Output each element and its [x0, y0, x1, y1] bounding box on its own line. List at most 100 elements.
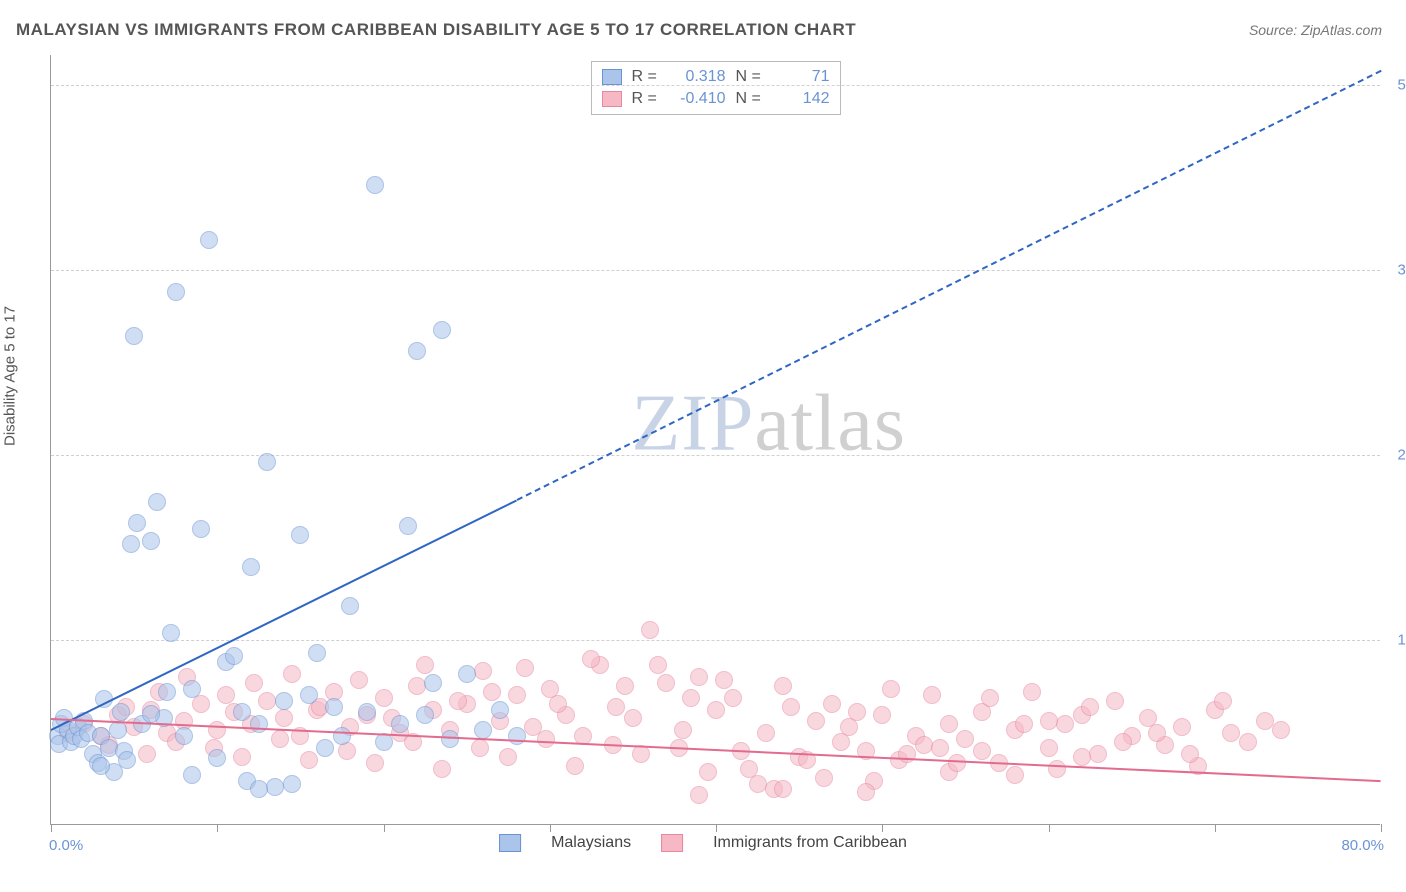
- data-point: [275, 692, 293, 710]
- data-point: [242, 558, 260, 576]
- data-point: [266, 778, 284, 796]
- swatch-caribbean: [661, 834, 683, 852]
- data-point: [923, 686, 941, 704]
- x-tick: [384, 824, 385, 832]
- data-point: [641, 621, 659, 639]
- data-point: [366, 176, 384, 194]
- data-point: [499, 748, 517, 766]
- data-point: [125, 327, 143, 345]
- swatch-malaysians: [602, 69, 622, 85]
- scatter-plot-area: ZIPatlas R = 0.318 N = 71 R = -0.410 N =…: [50, 55, 1380, 825]
- data-point: [92, 757, 110, 775]
- data-point: [774, 780, 792, 798]
- data-point: [1081, 698, 1099, 716]
- data-point: [300, 751, 318, 769]
- data-point: [931, 739, 949, 757]
- data-point: [1048, 760, 1066, 778]
- data-point: [333, 727, 351, 745]
- data-point: [245, 674, 263, 692]
- data-point: [823, 695, 841, 713]
- legend-row-caribbean: R = -0.410 N = 142: [602, 88, 830, 110]
- data-point: [715, 671, 733, 689]
- data-point: [774, 677, 792, 695]
- data-point: [375, 689, 393, 707]
- chart-title: MALAYSIAN VS IMMIGRANTS FROM CARIBBEAN D…: [16, 20, 856, 40]
- data-point: [832, 733, 850, 751]
- data-point: [408, 342, 426, 360]
- stat-label-n: N =: [736, 88, 764, 110]
- data-point: [183, 680, 201, 698]
- series-label-malaysians: Malaysians: [551, 834, 631, 852]
- data-point: [250, 715, 268, 733]
- data-point: [433, 760, 451, 778]
- data-point: [300, 686, 318, 704]
- data-point: [283, 665, 301, 683]
- data-point: [449, 692, 467, 710]
- data-point: [848, 703, 866, 721]
- data-point: [1089, 745, 1107, 763]
- data-point: [690, 786, 708, 804]
- data-point: [258, 453, 276, 471]
- data-point: [981, 689, 999, 707]
- data-point: [1148, 724, 1166, 742]
- data-point: [208, 721, 226, 739]
- data-point: [690, 668, 708, 686]
- data-point: [471, 739, 489, 757]
- data-point: [549, 695, 567, 713]
- data-point: [699, 763, 717, 781]
- y-tick-label: 12.5%: [1397, 631, 1406, 648]
- gridline: [51, 270, 1380, 271]
- data-point: [366, 754, 384, 772]
- data-point: [1239, 733, 1257, 751]
- data-point: [1073, 748, 1091, 766]
- swatch-malaysians: [499, 834, 521, 852]
- data-point: [483, 683, 501, 701]
- data-point: [162, 624, 180, 642]
- data-point: [1015, 715, 1033, 733]
- data-point: [358, 703, 376, 721]
- data-point: [807, 712, 825, 730]
- data-point: [508, 727, 526, 745]
- y-tick-label: 50.0%: [1397, 76, 1406, 93]
- data-point: [183, 766, 201, 784]
- data-point: [1023, 683, 1041, 701]
- data-point: [148, 493, 166, 511]
- data-point: [233, 703, 251, 721]
- data-point: [441, 730, 459, 748]
- series-label-caribbean: Immigrants from Caribbean: [713, 834, 907, 852]
- data-point: [915, 736, 933, 754]
- data-point: [283, 775, 301, 793]
- swatch-caribbean: [602, 91, 622, 107]
- data-point: [128, 514, 146, 532]
- data-point: [1056, 715, 1074, 733]
- data-point: [1173, 718, 1191, 736]
- data-point: [616, 677, 634, 695]
- x-tick: [51, 824, 52, 832]
- data-point: [416, 706, 434, 724]
- data-point: [167, 283, 185, 301]
- x-axis-max-label: 80.0%: [1341, 837, 1384, 854]
- data-point: [1272, 721, 1290, 739]
- data-point: [815, 769, 833, 787]
- data-point: [707, 701, 725, 719]
- data-point: [416, 656, 434, 674]
- data-point: [1040, 739, 1058, 757]
- data-point: [582, 650, 600, 668]
- data-point: [250, 780, 268, 798]
- x-tick: [1049, 824, 1050, 832]
- correlation-legend: R = 0.318 N = 71 R = -0.410 N = 142: [591, 61, 841, 115]
- data-point: [138, 745, 156, 763]
- stat-n-caribbean: 142: [774, 88, 830, 110]
- data-point: [516, 659, 534, 677]
- data-point: [325, 698, 343, 716]
- data-point: [225, 647, 243, 665]
- data-point: [782, 698, 800, 716]
- trend-line: [516, 70, 1381, 501]
- data-point: [112, 703, 130, 721]
- data-point: [142, 705, 160, 723]
- x-tick: [1381, 824, 1382, 832]
- data-point: [857, 783, 875, 801]
- data-point: [1006, 766, 1024, 784]
- data-point: [882, 680, 900, 698]
- data-point: [649, 656, 667, 674]
